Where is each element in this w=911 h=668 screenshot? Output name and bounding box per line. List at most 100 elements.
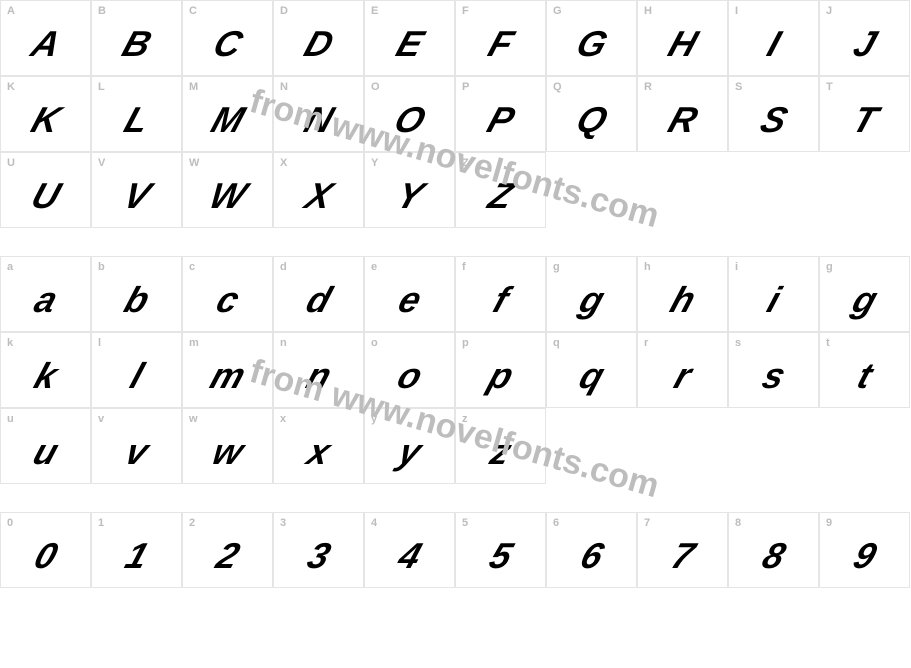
glyph-cell: vv bbox=[91, 408, 182, 484]
glyph-char: q bbox=[575, 358, 609, 394]
glyph-char: c bbox=[212, 282, 244, 318]
glyph-label: D bbox=[280, 5, 288, 17]
glyph-label: h bbox=[644, 261, 651, 273]
glyph-char: V bbox=[119, 178, 155, 214]
glyph-label: Y bbox=[371, 157, 378, 169]
glyph-cell: MM bbox=[182, 76, 273, 152]
glyph-char: 3 bbox=[303, 538, 335, 574]
glyph-label: u bbox=[7, 413, 14, 425]
glyph-label: 0 bbox=[7, 517, 13, 529]
glyph-cell: ZZ bbox=[455, 152, 546, 228]
glyph-cell: 00 bbox=[0, 512, 91, 588]
glyph-label: X bbox=[280, 157, 287, 169]
glyph-cell: 77 bbox=[637, 512, 728, 588]
glyph-label: k bbox=[7, 337, 13, 349]
glyph-label: 9 bbox=[826, 517, 832, 529]
glyph-cell: NN bbox=[273, 76, 364, 152]
glyph-label: i bbox=[735, 261, 738, 273]
glyph-char: 2 bbox=[212, 538, 244, 574]
glyph-label: C bbox=[189, 5, 197, 17]
glyph-cell: oo bbox=[364, 332, 455, 408]
glyph-char: 1 bbox=[121, 538, 153, 574]
glyph-cell: TT bbox=[819, 76, 910, 152]
glyph-label: b bbox=[98, 261, 105, 273]
glyph-label: z bbox=[462, 413, 468, 425]
glyph-label: x bbox=[280, 413, 286, 425]
glyph-char: 9 bbox=[849, 538, 881, 574]
glyph-char: g bbox=[575, 282, 609, 318]
glyph-char: K bbox=[27, 102, 65, 138]
glyph-label: 5 bbox=[462, 517, 468, 529]
glyph-cell: nn bbox=[273, 332, 364, 408]
glyph-label: O bbox=[371, 81, 380, 93]
glyph-char: R bbox=[664, 102, 702, 138]
glyph-char: i bbox=[763, 282, 785, 318]
glyph-cell: 88 bbox=[728, 512, 819, 588]
glyph-cell: bb bbox=[91, 256, 182, 332]
glyph-char: r bbox=[670, 358, 696, 394]
glyph-label: v bbox=[98, 413, 104, 425]
glyph-cell: JJ bbox=[819, 0, 910, 76]
glyph-cell: VV bbox=[91, 152, 182, 228]
glyph-cell: dd bbox=[273, 256, 364, 332]
glyph-char: S bbox=[756, 102, 792, 138]
glyph-char: Z bbox=[484, 178, 518, 214]
glyph-cell: ww bbox=[182, 408, 273, 484]
glyph-cell: ii bbox=[728, 256, 819, 332]
glyph-label: 1 bbox=[98, 517, 104, 529]
glyph-cell: xx bbox=[273, 408, 364, 484]
glyph-char: B bbox=[118, 26, 156, 62]
glyph-cell: kk bbox=[0, 332, 91, 408]
glyph-label: s bbox=[735, 337, 741, 349]
glyph-cell: hh bbox=[637, 256, 728, 332]
glyph-cell: ff bbox=[455, 256, 546, 332]
glyph-cell: 33 bbox=[273, 512, 364, 588]
glyph-cell: 44 bbox=[364, 512, 455, 588]
glyph-cell: gg bbox=[546, 256, 637, 332]
glyph-cell: KK bbox=[0, 76, 91, 152]
glyph-label: l bbox=[98, 337, 101, 349]
glyph-label: y bbox=[371, 413, 377, 425]
glyph-label: B bbox=[98, 5, 106, 17]
glyph-block-lowercase: aabbccddeeffgghhiiggkkllmmnnooppqqrrsstt… bbox=[0, 256, 910, 484]
glyph-cell: PP bbox=[455, 76, 546, 152]
glyph-cell: UU bbox=[0, 152, 91, 228]
glyph-label: L bbox=[98, 81, 105, 93]
glyph-cell: HH bbox=[637, 0, 728, 76]
glyph-char: y bbox=[394, 434, 426, 470]
glyph-cell: BB bbox=[91, 0, 182, 76]
glyph-char: I bbox=[763, 26, 785, 62]
glyph-label: 8 bbox=[735, 517, 741, 529]
glyph-cell: YY bbox=[364, 152, 455, 228]
glyph-label: S bbox=[735, 81, 742, 93]
glyph-cell: CC bbox=[182, 0, 273, 76]
glyph-char: G bbox=[572, 26, 612, 62]
glyph-char: w bbox=[208, 434, 248, 470]
glyph-cell: 66 bbox=[546, 512, 637, 588]
glyph-char: z bbox=[486, 434, 516, 470]
glyph-label: H bbox=[644, 5, 652, 17]
glyph-label: q bbox=[553, 337, 560, 349]
glyph-char: n bbox=[302, 358, 336, 394]
glyph-cell: QQ bbox=[546, 76, 637, 152]
glyph-label: t bbox=[826, 337, 830, 349]
glyph-char: k bbox=[30, 358, 62, 394]
glyph-cell: RR bbox=[637, 76, 728, 152]
glyph-cell: rr bbox=[637, 332, 728, 408]
glyph-char: s bbox=[758, 358, 790, 394]
glyph-cell: uu bbox=[0, 408, 91, 484]
glyph-char: d bbox=[302, 282, 336, 318]
glyph-char: J bbox=[849, 26, 881, 62]
glyph-cell: 11 bbox=[91, 512, 182, 588]
glyph-cell: FF bbox=[455, 0, 546, 76]
glyph-cell: GG bbox=[546, 0, 637, 76]
glyph-char: o bbox=[393, 358, 427, 394]
glyph-char: C bbox=[209, 26, 247, 62]
glyph-char: E bbox=[392, 26, 428, 62]
glyph-char: 7 bbox=[667, 538, 699, 574]
glyph-label: p bbox=[462, 337, 469, 349]
font-character-map: AABBCCDDEEFFGGHHIIJJKKLLMMNNOOPPQQRRSSTT… bbox=[0, 0, 911, 668]
glyph-cell: yy bbox=[364, 408, 455, 484]
glyph-label: 2 bbox=[189, 517, 195, 529]
glyph-cell: ll bbox=[91, 332, 182, 408]
